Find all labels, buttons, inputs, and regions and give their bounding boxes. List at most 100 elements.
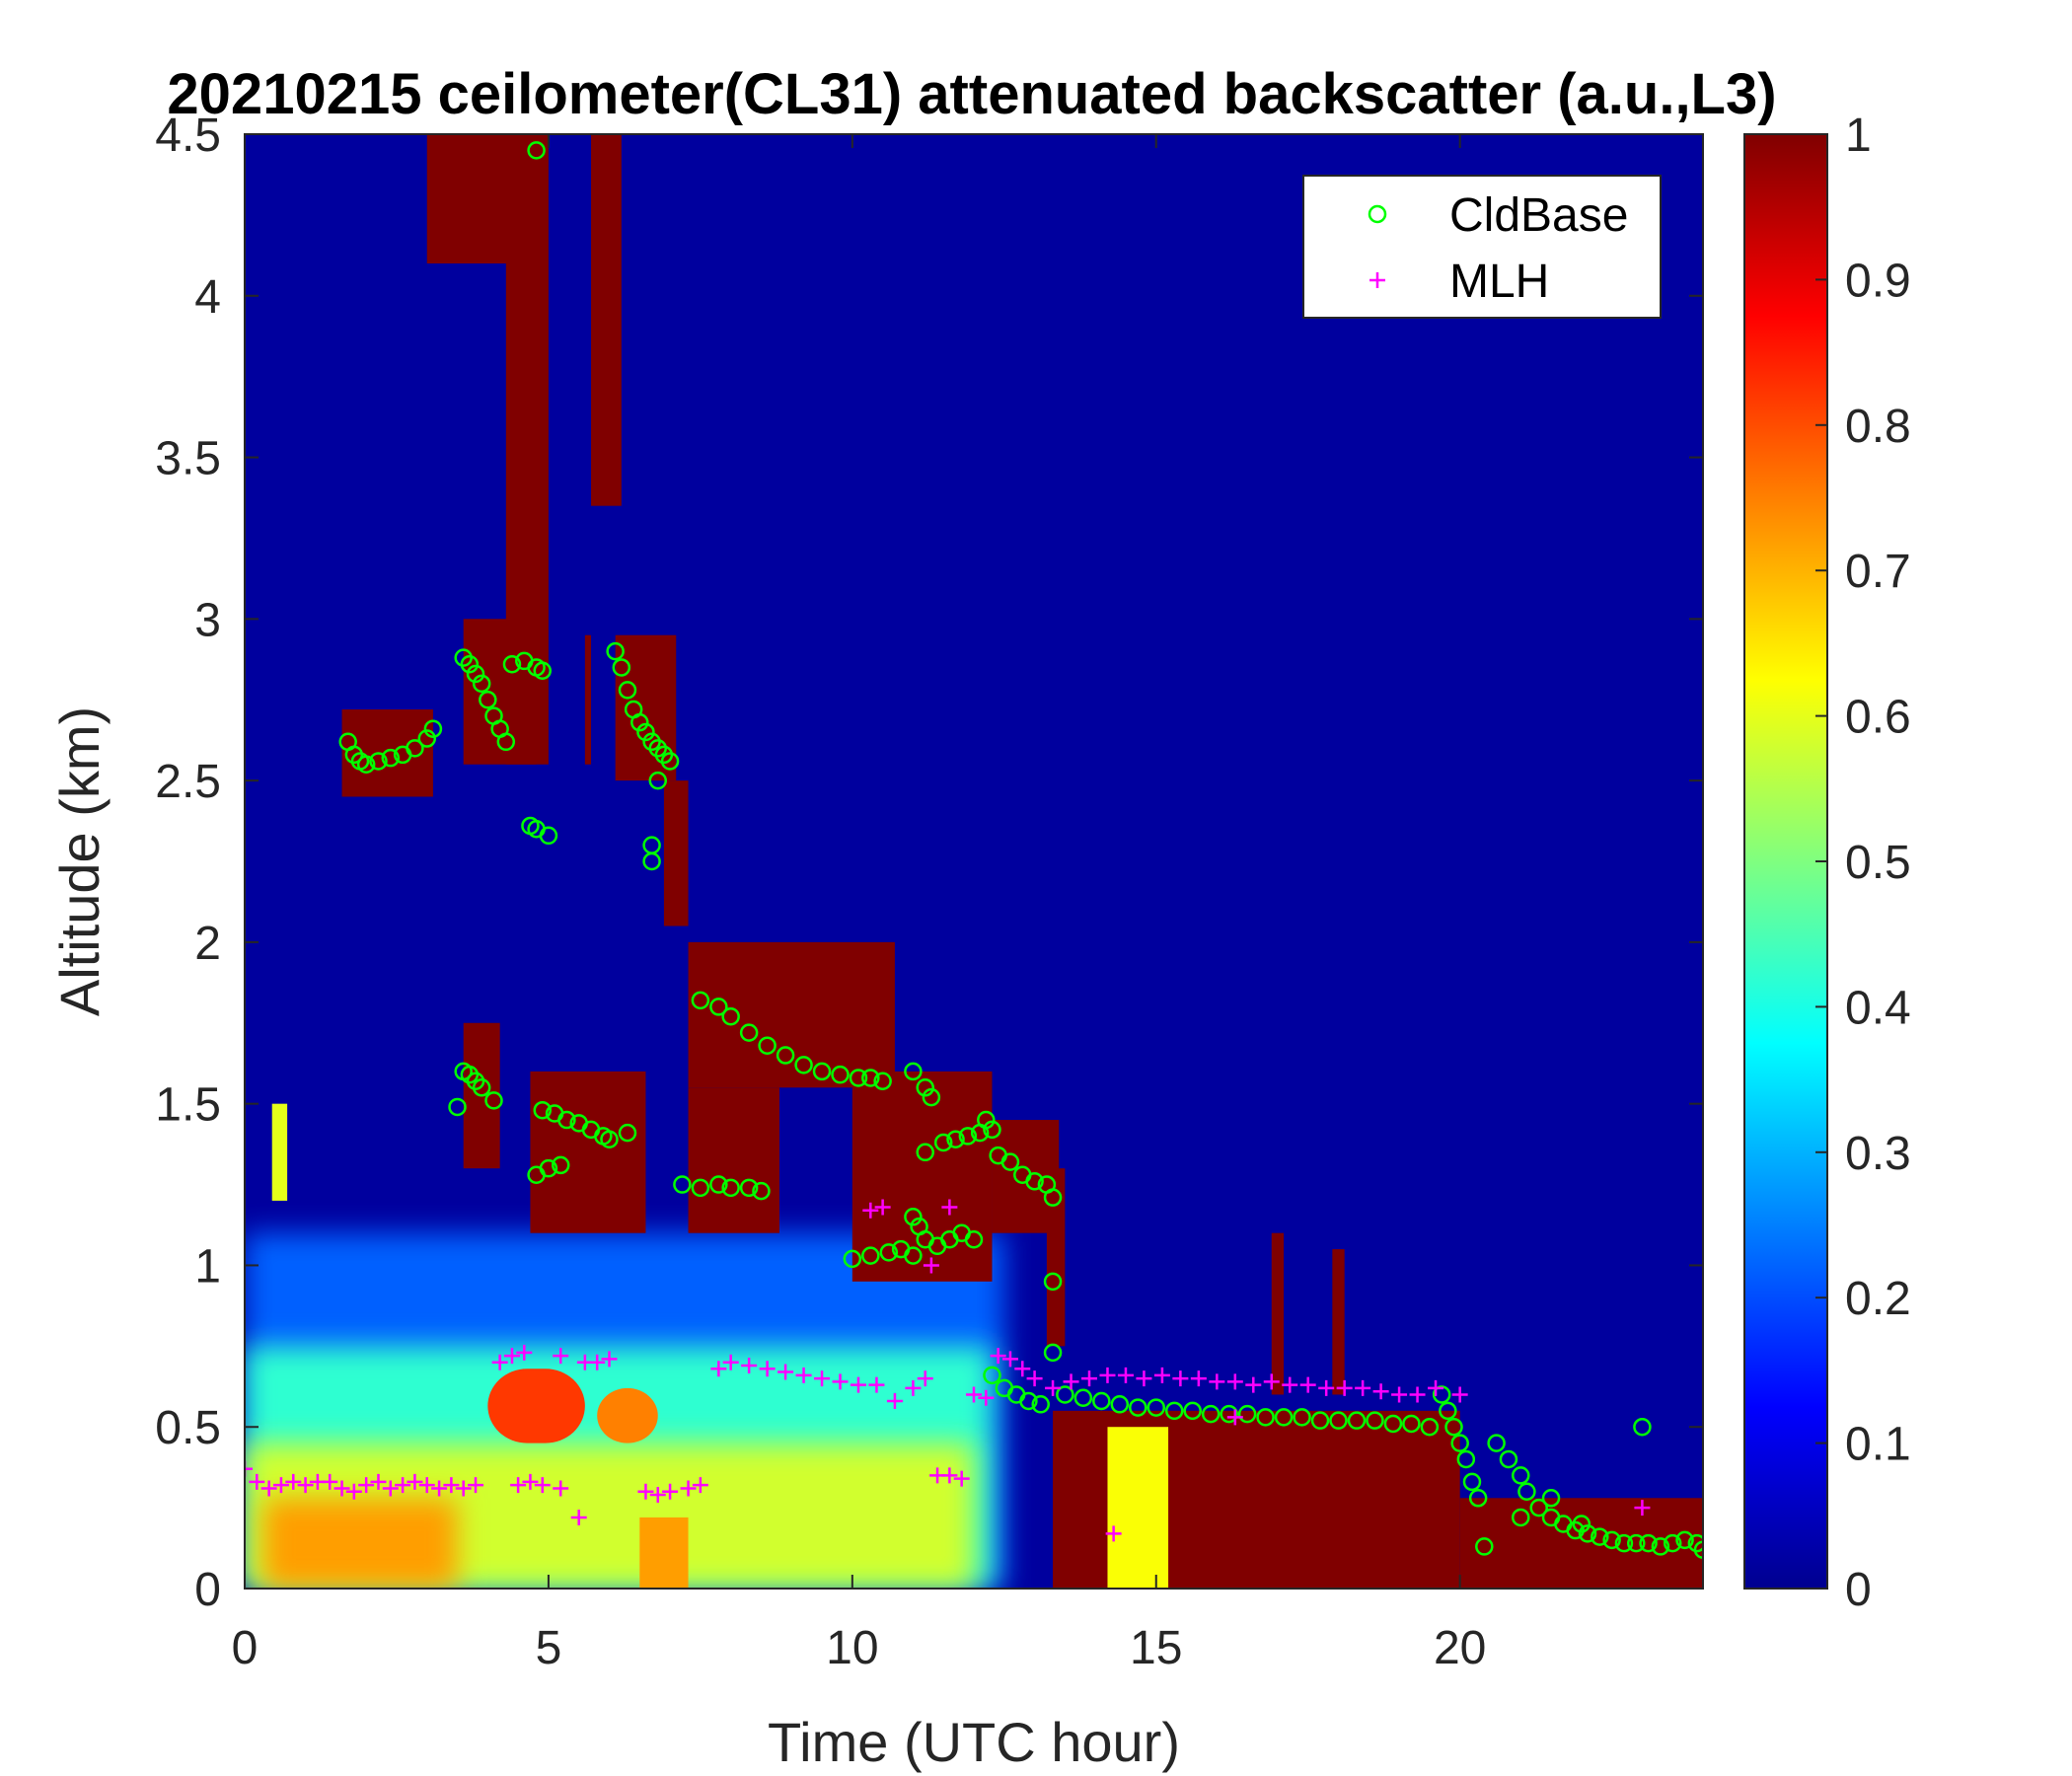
colorbar-tick-label: 0.4 — [1845, 982, 1911, 1034]
cldbase-point — [904, 1208, 923, 1226]
colorbar-tick-label: 0.3 — [1845, 1128, 1911, 1180]
mlh-point — [534, 1477, 551, 1494]
x-tick-label: 10 — [826, 1622, 878, 1674]
cldbase-point — [983, 1366, 1001, 1385]
mlh-point — [1117, 1367, 1134, 1383]
cldbase-point — [922, 1087, 941, 1107]
legend-cldbase-marker — [1368, 204, 1387, 224]
cldbase-point — [1329, 1411, 1348, 1430]
mlh-point — [418, 1477, 435, 1494]
cldbase-point — [1663, 1533, 1682, 1553]
mlh-point — [1081, 1370, 1098, 1387]
mlh-point — [777, 1364, 794, 1380]
legend-mlh-label: MLH — [1449, 256, 1549, 308]
mlh-point — [1014, 1361, 1031, 1377]
mlh-point — [923, 1257, 939, 1274]
mlh-point — [245, 1460, 253, 1477]
cldbase-point — [1043, 1343, 1063, 1363]
backscatter-region — [1332, 1249, 1345, 1395]
mlh-point — [1451, 1386, 1468, 1403]
cldbase-point — [448, 1097, 467, 1117]
cldbase-point — [618, 1123, 637, 1143]
plot-area: 0 5 10 15 20 0 0.5 1 1.5 2 2.5 3 3.5 4 4.5 CldBase ML… — [155, 110, 1704, 1674]
mlh-point — [1026, 1370, 1043, 1387]
cldbase-point — [916, 1078, 934, 1097]
mlh-point — [1428, 1379, 1444, 1396]
mlh-point — [468, 1477, 484, 1494]
cldbase-point — [660, 752, 680, 771]
mlh-point — [886, 1393, 903, 1410]
backscatter-region — [1107, 1427, 1169, 1589]
y-tick-label: 1.5 — [155, 1079, 221, 1132]
mlh-point — [333, 1480, 350, 1497]
cldbase-point — [752, 1181, 771, 1201]
backscatter-region — [530, 1071, 646, 1233]
cldbase-point — [1274, 1408, 1294, 1427]
series-cldbase — [338, 141, 1703, 1559]
mlh-point — [1318, 1379, 1335, 1396]
mlh-point — [370, 1473, 387, 1490]
mlh-point — [637, 1483, 654, 1500]
cldbase-point — [630, 712, 649, 732]
mlh-point — [710, 1361, 727, 1377]
cldbase-point — [527, 141, 546, 160]
mlh-point — [978, 1389, 995, 1406]
cldbase-point — [1000, 1152, 1020, 1171]
mlh-point — [941, 1199, 958, 1216]
backscatter-heatmap — [245, 134, 1703, 1589]
mlh-point — [722, 1354, 739, 1370]
mlh-point — [832, 1373, 849, 1390]
cldbase-point — [910, 1217, 928, 1236]
mlh-point — [516, 1344, 533, 1361]
cldbase-point — [502, 654, 522, 674]
cldbase-point — [484, 1091, 503, 1110]
cldbase-point — [1468, 1489, 1488, 1508]
cldbase-point — [460, 654, 480, 674]
mlh-point — [1282, 1376, 1298, 1393]
backscatter-region — [505, 134, 549, 765]
cldbase-point — [1591, 1527, 1609, 1546]
mlh-point — [1634, 1500, 1651, 1517]
colorbar-gradient — [1743, 133, 1828, 1590]
mlh-point — [862, 1202, 879, 1219]
backscatter-region — [688, 1087, 779, 1233]
x-tick-label: 5 — [536, 1622, 562, 1674]
colorbar-tick-label: 0.9 — [1845, 255, 1911, 307]
cldbase-point — [1633, 1417, 1652, 1437]
cldbase-point — [539, 1158, 558, 1178]
cldbase-point — [1220, 1404, 1238, 1424]
backscatter-region — [1271, 1232, 1285, 1395]
mlh-point — [1136, 1370, 1152, 1387]
mlh-point — [1063, 1373, 1079, 1390]
cldbase-point — [551, 1155, 570, 1175]
cldbase-point — [1031, 1395, 1050, 1414]
cldbase-point — [879, 1243, 899, 1262]
mlh-point — [990, 1348, 1006, 1365]
cldbase-point — [642, 851, 661, 871]
legend-box — [1302, 175, 1662, 319]
cldbase-point — [1675, 1530, 1694, 1550]
cldbase-point — [983, 1120, 1001, 1140]
cldbase-point — [539, 826, 558, 846]
chart-title: 20210215 ceilometer(CL31) attenuated bac… — [167, 62, 1776, 126]
cldbase-point — [606, 641, 625, 661]
cldbase-point — [406, 739, 424, 758]
backscatter-region — [1046, 1168, 1066, 1347]
cldbase-point — [466, 664, 485, 684]
backscatter-region — [591, 134, 622, 506]
mlh-point — [1153, 1367, 1170, 1383]
mlh-point — [868, 1376, 885, 1393]
cldbase-point — [1043, 1188, 1063, 1207]
plot-frame — [244, 133, 1704, 1590]
mlh-point — [589, 1354, 606, 1370]
mlh-point — [455, 1480, 472, 1497]
cldbase-point — [1487, 1434, 1506, 1452]
cldbase-point — [1512, 1466, 1530, 1485]
cldbase-point — [843, 1249, 862, 1269]
cldbase-point — [794, 1056, 813, 1074]
cldbase-point — [1110, 1395, 1130, 1414]
cldbase-point — [946, 1130, 965, 1148]
y-tick-label: 0 — [194, 1564, 221, 1616]
y-tick-label: 3.5 — [155, 433, 221, 485]
backscatter-region — [851, 1071, 993, 1282]
